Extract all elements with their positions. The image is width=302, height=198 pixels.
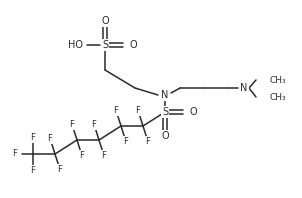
Text: S: S [102, 40, 108, 50]
Text: F: F [69, 120, 74, 129]
Text: N: N [240, 83, 248, 93]
Text: F: F [114, 106, 118, 115]
Text: F: F [101, 151, 106, 160]
Text: O: O [161, 131, 169, 141]
Text: F: F [12, 149, 17, 159]
Text: F: F [31, 166, 35, 175]
Text: F: F [47, 134, 53, 143]
Text: F: F [58, 165, 63, 174]
Text: CH₃: CH₃ [270, 92, 287, 102]
Text: O: O [129, 40, 137, 50]
Text: F: F [31, 133, 35, 142]
Text: CH₃: CH₃ [270, 75, 287, 85]
Text: N: N [161, 90, 169, 100]
Text: O: O [101, 16, 109, 26]
Text: HO: HO [68, 40, 83, 50]
Text: F: F [146, 137, 150, 146]
Text: F: F [92, 120, 96, 129]
Text: O: O [189, 107, 197, 117]
Text: F: F [124, 137, 128, 146]
Text: S: S [162, 107, 168, 117]
Text: F: F [79, 151, 85, 160]
Text: F: F [136, 106, 140, 115]
